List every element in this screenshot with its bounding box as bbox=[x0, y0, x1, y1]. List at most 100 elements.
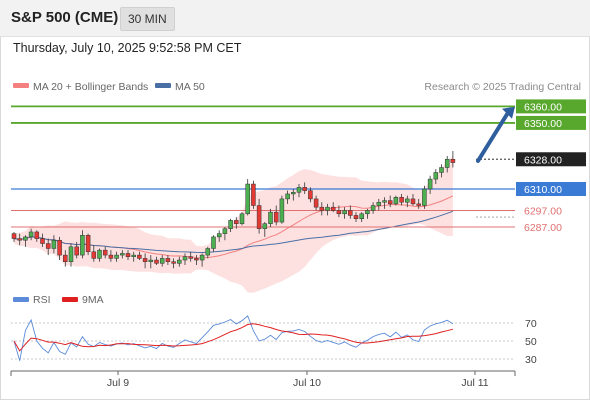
label-box-6310.00 bbox=[516, 182, 586, 196]
candle-body bbox=[97, 249, 102, 259]
candle-body bbox=[376, 201, 382, 206]
candle-body bbox=[137, 254, 142, 259]
candle-body bbox=[359, 213, 364, 219]
credit-text: Research © 2025 Trading Central bbox=[424, 81, 581, 93]
candle-body bbox=[308, 190, 313, 200]
rsi-legend-swatch bbox=[13, 297, 29, 302]
candle-body bbox=[11, 233, 17, 239]
rsi-line bbox=[13, 315, 454, 361]
price-label-6350.00: 6350.00 bbox=[524, 118, 562, 130]
candle-body bbox=[348, 210, 353, 216]
price-label-6287.00: 6287.00 bbox=[524, 222, 562, 234]
candle-body bbox=[45, 243, 51, 249]
price-label-6360.00: 6360.00 bbox=[524, 101, 562, 113]
ma50-legend-swatch bbox=[155, 83, 171, 88]
candle-body bbox=[154, 259, 159, 264]
candle-body bbox=[228, 220, 233, 229]
ma20-legend-swatch bbox=[13, 83, 29, 88]
x-tick-label: Jul 10 bbox=[293, 377, 321, 389]
candle-body bbox=[57, 239, 62, 256]
candle-body bbox=[439, 167, 444, 173]
candle-body bbox=[399, 197, 404, 203]
label-box-6360.00 bbox=[516, 99, 586, 114]
candle-body bbox=[114, 254, 119, 259]
candle-body bbox=[433, 172, 439, 180]
candle-body bbox=[148, 259, 154, 262]
candle-body bbox=[302, 187, 307, 191]
candle-body bbox=[353, 215, 359, 219]
candle-body bbox=[382, 200, 387, 203]
candle-body bbox=[40, 238, 45, 244]
candle-body bbox=[17, 238, 22, 241]
candle-body bbox=[291, 192, 296, 195]
candle-body bbox=[216, 233, 222, 238]
candle-body bbox=[273, 211, 279, 223]
x-axis: Jul 9 Jul 10 Jul 11 bbox=[10, 370, 516, 389]
candle-body bbox=[165, 258, 171, 262]
candle-body bbox=[319, 206, 325, 211]
candle-body bbox=[251, 183, 256, 206]
bollinger-band-area bbox=[14, 155, 453, 293]
candle-body bbox=[222, 228, 228, 234]
chart-header: S&P 500 (CME) 30 MIN bbox=[0, 0, 590, 37]
candle-body bbox=[313, 198, 319, 208]
target-arrow bbox=[476, 106, 515, 163]
candle-body bbox=[63, 254, 68, 262]
rsi-ma-legend-swatch bbox=[62, 297, 78, 302]
candle-body bbox=[34, 231, 40, 239]
candle-body bbox=[330, 206, 336, 211]
candle-body bbox=[370, 205, 376, 211]
candle-body bbox=[325, 206, 330, 211]
arrow-head bbox=[502, 106, 515, 119]
ma50-legend-label: MA 50 bbox=[175, 81, 205, 93]
candle-body bbox=[285, 193, 290, 200]
candle-body bbox=[268, 211, 273, 224]
price-label-6297.00: 6297.00 bbox=[524, 205, 562, 217]
timeframe-button[interactable]: 30 MIN bbox=[120, 7, 175, 31]
candle-body bbox=[279, 198, 285, 223]
candle-body bbox=[51, 239, 57, 249]
candlesticks bbox=[11, 151, 456, 269]
x-tick-label: Jul 9 bbox=[107, 377, 129, 389]
candle-body bbox=[28, 231, 34, 238]
candle-body bbox=[85, 235, 91, 253]
candle-body bbox=[365, 210, 370, 215]
candle-body bbox=[171, 261, 176, 264]
candle-body bbox=[142, 258, 148, 262]
candle-body bbox=[91, 251, 97, 259]
candle-body bbox=[120, 253, 125, 256]
rsi-tick-30: 30 bbox=[525, 354, 537, 366]
rsi-ma-line bbox=[13, 323, 454, 352]
price-labels: 6360.00 6350.00 6328.00 6310.00 6297.00 6287.… bbox=[516, 99, 586, 234]
price-label-6328.00: 6328.00 bbox=[524, 154, 562, 166]
price-levels bbox=[11, 105, 515, 228]
candle-body bbox=[23, 236, 28, 241]
label-box-6350.00 bbox=[516, 115, 586, 130]
rsi-tick-50: 50 bbox=[525, 336, 537, 348]
candle-body bbox=[177, 259, 182, 264]
candle-body bbox=[199, 254, 205, 261]
rsi-tick-70: 70 bbox=[525, 318, 537, 330]
candle-body bbox=[256, 205, 262, 229]
candle-body bbox=[387, 200, 393, 205]
candle-body bbox=[245, 183, 250, 215]
ma20-legend-label: MA 20 + Bollinger Bands bbox=[33, 81, 148, 93]
x-tick-label: Jul 11 bbox=[461, 377, 488, 389]
candle-body bbox=[131, 254, 136, 257]
candle-body bbox=[239, 213, 245, 224]
candle-body bbox=[262, 223, 268, 229]
instrument-title: S&P 500 (CME) bbox=[11, 9, 119, 26]
price-label-6310.00: 6310.00 bbox=[524, 184, 562, 196]
candle-body bbox=[194, 258, 199, 261]
label-box-6328.00 bbox=[516, 152, 586, 167]
candle-body bbox=[450, 159, 456, 163]
candle-body bbox=[296, 187, 302, 193]
candle-body bbox=[74, 246, 79, 256]
candle-body bbox=[205, 248, 211, 256]
candle-body bbox=[422, 188, 427, 206]
candle-body bbox=[336, 210, 342, 215]
candle-body bbox=[416, 203, 421, 206]
bollinger-bands bbox=[14, 155, 453, 293]
rsi-panel: 70 50 30 bbox=[11, 315, 537, 366]
